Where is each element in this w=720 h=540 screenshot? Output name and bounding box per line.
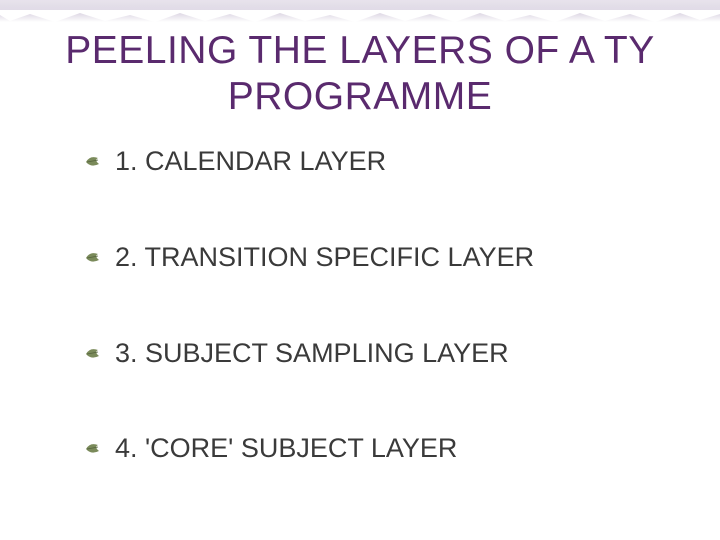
list-item: 1. CALENDAR LAYER <box>85 145 645 179</box>
list-item: 3. SUBJECT SAMPLING LAYER <box>85 337 645 371</box>
slide-title: PEELING THE LAYERS OF A TY PROGRAMME <box>0 28 720 120</box>
leaf-bullet-icon <box>85 251 101 265</box>
list-item: 2. TRANSITION SPECIFIC LAYER <box>85 241 645 275</box>
slide: PEELING THE LAYERS OF A TY PROGRAMME 1. … <box>0 0 720 540</box>
list-item-label: 4. 'CORE' SUBJECT LAYER <box>115 432 645 466</box>
leaf-bullet-icon <box>85 347 101 361</box>
list-item-label: 3. SUBJECT SAMPLING LAYER <box>115 337 645 371</box>
list-item-label: 1. CALENDAR LAYER <box>115 145 645 179</box>
leaf-bullet-icon <box>85 442 101 456</box>
torn-edge-icon <box>0 10 720 24</box>
list-item-label: 2. TRANSITION SPECIFIC LAYER <box>115 241 645 275</box>
top-decorative-strip <box>0 0 720 22</box>
bullet-list: 1. CALENDAR LAYER 2. TRANSITION SPECIFIC… <box>85 145 645 528</box>
list-item: 4. 'CORE' SUBJECT LAYER <box>85 432 645 466</box>
leaf-bullet-icon <box>85 155 101 169</box>
